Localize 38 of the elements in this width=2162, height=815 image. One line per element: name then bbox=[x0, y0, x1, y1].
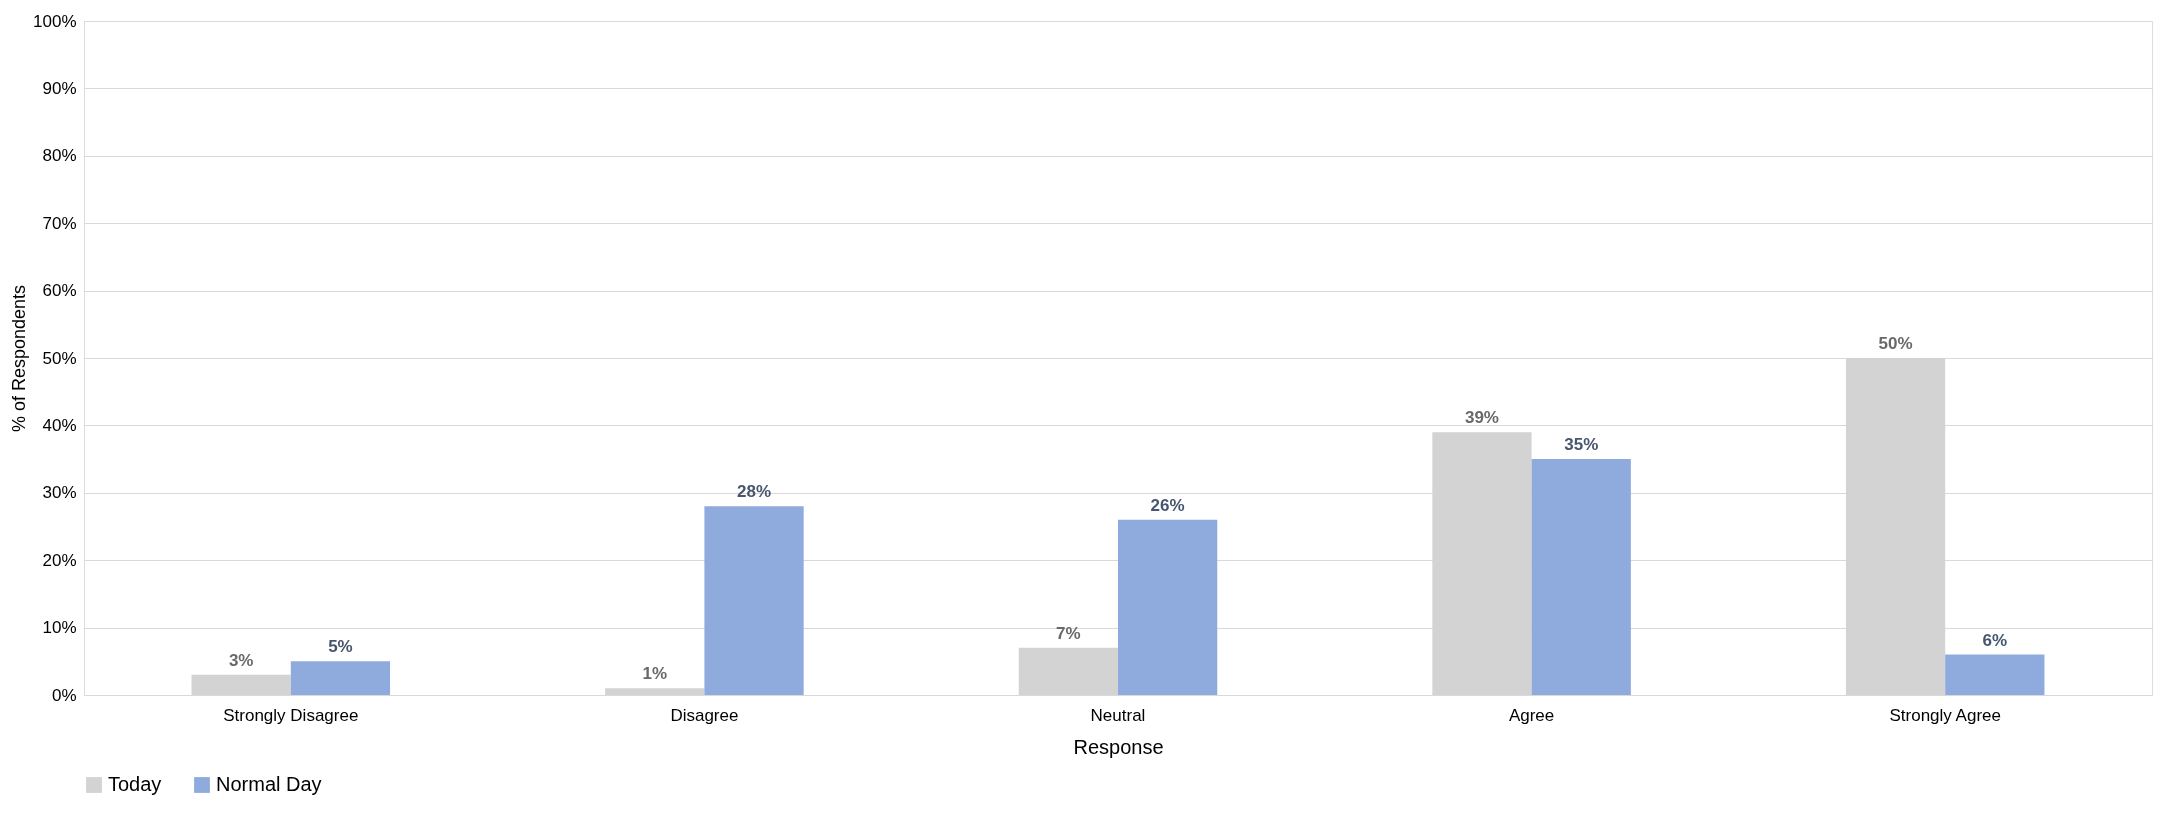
bar bbox=[1018, 647, 1118, 695]
y-tick-label: 100% bbox=[33, 11, 77, 31]
data-label: 7% bbox=[1056, 623, 1081, 643]
y-tick-label: 50% bbox=[42, 348, 77, 368]
data-label: 6% bbox=[1982, 630, 2008, 650]
bar bbox=[1945, 654, 2045, 695]
legend-label: Normal Day bbox=[216, 773, 322, 795]
data-label: 5% bbox=[328, 637, 353, 657]
bar bbox=[1118, 519, 1218, 695]
data-label: 35% bbox=[1564, 435, 1599, 455]
x-axis-title: Response bbox=[1073, 735, 1164, 758]
bar bbox=[191, 674, 291, 695]
y-tick-label: 60% bbox=[42, 281, 77, 301]
y-tick-label: 80% bbox=[42, 146, 77, 166]
data-label: 28% bbox=[737, 482, 772, 502]
bar bbox=[290, 661, 391, 695]
x-tick-label: Neutral bbox=[1090, 705, 1146, 725]
x-tick-label: Strongly Disagree bbox=[223, 705, 359, 725]
data-label: 50% bbox=[1878, 334, 1913, 353]
x-tick-label: Agree bbox=[1508, 705, 1555, 725]
bar bbox=[605, 688, 705, 695]
y-tick-label: 90% bbox=[42, 78, 77, 98]
data-label: 3% bbox=[228, 650, 254, 670]
y-tick-label: 10% bbox=[42, 618, 77, 638]
x-tick-label: Strongly Agree bbox=[1889, 705, 2001, 725]
data-label: 39% bbox=[1464, 408, 1499, 428]
y-axis-title: % of Respondents bbox=[9, 284, 30, 433]
y-tick-label: 40% bbox=[42, 415, 77, 435]
x-tick-label: Disagree bbox=[670, 705, 739, 725]
data-label: 26% bbox=[1150, 495, 1185, 515]
legend-label: Today bbox=[108, 773, 162, 795]
y-tick-label: 0% bbox=[51, 685, 77, 705]
y-tick-label: 70% bbox=[42, 213, 77, 233]
bar bbox=[1531, 459, 1631, 695]
y-tick-label: 30% bbox=[42, 483, 77, 503]
data-label: 1% bbox=[642, 664, 668, 684]
bar bbox=[704, 506, 804, 695]
y-tick-label: 20% bbox=[42, 550, 77, 570]
